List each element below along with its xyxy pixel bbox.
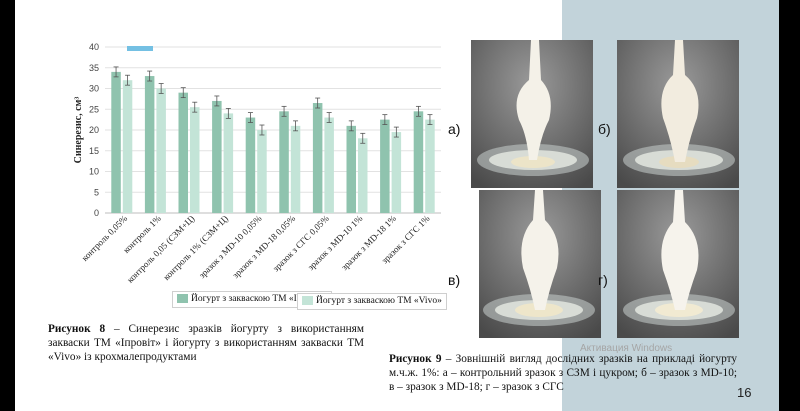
photo-sample-b	[617, 40, 739, 188]
y-tick-label: 25	[89, 104, 99, 114]
photo-label-a: а)	[448, 121, 461, 137]
x-tick-label: контроль 1% (СЗМ+Ц)	[161, 213, 230, 282]
figure-9-text: – Зовнішній вигляд дослідних зразків на …	[389, 353, 738, 393]
x-tick-label: зразок з СГС 0,05%	[271, 213, 332, 274]
legend-swatch-vivo	[302, 296, 313, 306]
bar-iprovit	[346, 125, 356, 213]
bar-iprovit	[380, 119, 390, 213]
legend-item-vivo: Йогурт з заквaскою ТМ «Vivo»	[297, 293, 447, 310]
x-tick-label: зразок з MD-10 0,05%	[197, 213, 264, 280]
legend-swatch-iprovit	[177, 294, 188, 304]
y-tick-label: 35	[89, 63, 99, 73]
chart-svg: 0 5 10 15 20 25 30 35 40 Синерезис, см³ контроль 0…	[73, 42, 441, 285]
photo-label-c: в)	[448, 272, 461, 288]
bar-iprovit	[212, 100, 222, 213]
figure-8-text: – Синерезис зразків йогурту з використан…	[48, 323, 365, 363]
bar-vivo	[358, 138, 368, 213]
y-tick-label: 30	[89, 84, 99, 94]
y-tick-label: 40	[89, 42, 99, 52]
syneresis-chart: 0 5 10 15 20 25 30 35 40 Синерезис, см³ контроль 0…	[45, 38, 445, 303]
bar-vivo	[391, 132, 402, 213]
page-number: 16	[737, 385, 752, 400]
y-tick-label: 15	[89, 146, 99, 156]
y-tick-label: 0	[94, 208, 99, 218]
bar-iprovit	[245, 117, 256, 213]
x-tick-label: контроль 0,05%	[80, 213, 130, 263]
x-tick-label: контроль 0,05 (СЗМ+Ц)	[125, 213, 196, 284]
windows-activation-watermark: Активация Windows	[580, 343, 673, 354]
photo-label-d: г)	[598, 272, 608, 288]
figure-8-label: Рисунок 8	[48, 323, 106, 335]
photo-sample-c	[479, 190, 601, 338]
bar-iprovit	[178, 92, 188, 213]
bar-vivo	[425, 119, 435, 213]
y-axis-label: Синерезис, см³	[73, 97, 84, 164]
bar-iprovit	[312, 103, 323, 213]
y-tick-label: 5	[94, 187, 99, 197]
photo-sample-d	[617, 190, 739, 338]
legend-label-iprovit: Йогурт з заквaскою ТМ «Іпровіт»	[191, 294, 328, 304]
x-tick-label: зразок з MD-18 0,05%	[230, 213, 297, 280]
bar-iprovit	[111, 71, 121, 214]
bar-iprovit	[413, 111, 424, 213]
bar-iprovit	[144, 76, 155, 213]
bar-vivo	[122, 80, 133, 213]
figure-9-caption: Рисунок 9 – Зовнішній вигляд дослідних з…	[389, 352, 737, 394]
bar-vivo	[223, 113, 234, 213]
bar-iprovit	[279, 111, 289, 213]
photo-sample-a	[471, 40, 593, 188]
figure-8-caption: Рисунок 8 – Синерезис зразків йогурту з …	[48, 322, 364, 364]
legend-label-vivo: Йогурт з заквaскою ТМ «Vivo»	[316, 296, 442, 306]
bar-vivo	[257, 130, 267, 213]
y-tick-label: 20	[89, 125, 99, 135]
y-tick-label: 10	[89, 167, 99, 177]
photo-label-b: б)	[598, 121, 611, 137]
bar-vivo	[156, 88, 166, 213]
bar-vivo	[290, 125, 301, 213]
figure-9-label: Рисунок 9	[389, 353, 442, 365]
slide: 0 5 10 15 20 25 30 35 40 Синерезис, см³ контроль 0…	[15, 0, 779, 411]
bar-vivo	[324, 117, 334, 213]
bar-vivo	[190, 107, 200, 213]
legend-marker	[127, 46, 153, 51]
legend-item-iprovit: Йогурт з заквaскою ТМ «Іпровіт»	[172, 291, 333, 308]
